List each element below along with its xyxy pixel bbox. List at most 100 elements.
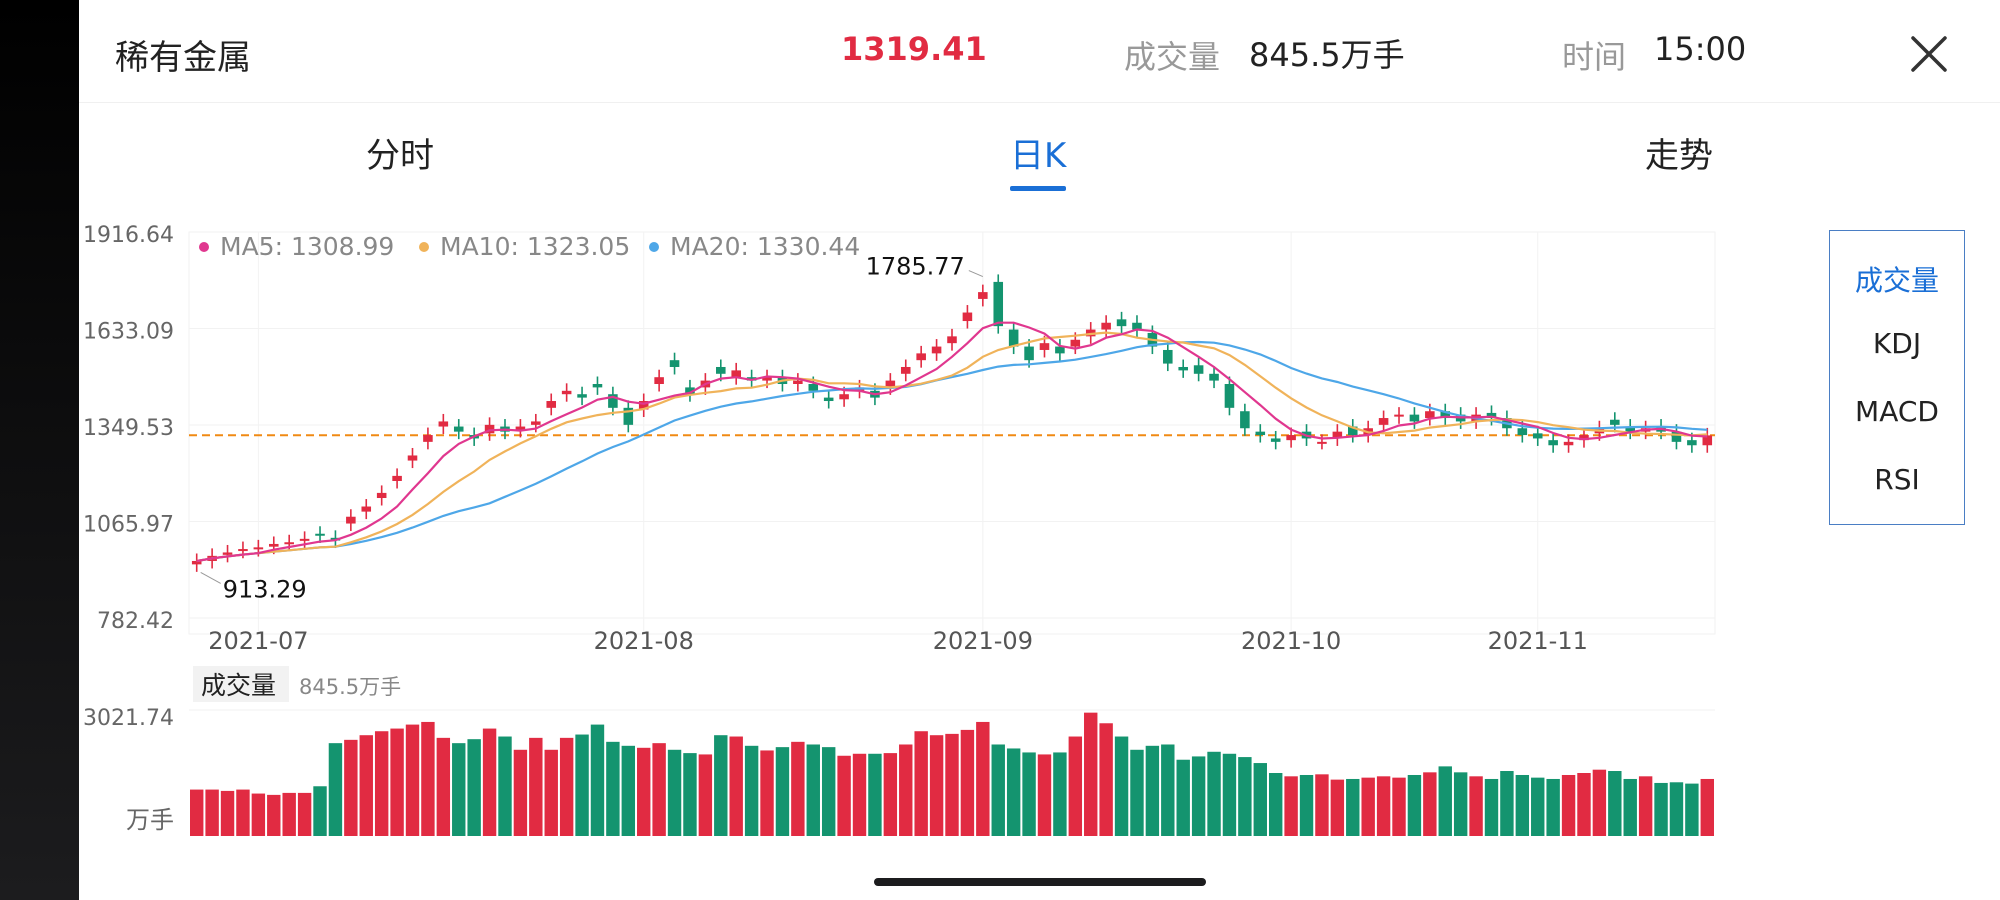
volume-bar: [976, 721, 990, 836]
candle-body: [916, 353, 926, 361]
candle-body: [638, 401, 649, 410]
indicator-kdj[interactable]: KDJ: [1872, 327, 1922, 360]
volume-bar: [1299, 774, 1314, 836]
tab-trend[interactable]: 走势: [1645, 136, 1713, 176]
candle-body: [1486, 412, 1497, 419]
volume-bar: [1407, 774, 1422, 836]
max-price-label: 1785.77: [866, 253, 965, 281]
candle-body: [268, 543, 279, 547]
close-icon[interactable]: [1905, 30, 1953, 78]
candle-body: [623, 407, 634, 425]
volume-bar: [205, 789, 219, 836]
volume-bar: [698, 754, 713, 836]
volume-bar: [190, 789, 204, 836]
candle-body: [1008, 329, 1019, 347]
volume-bar: [1315, 774, 1329, 836]
tab-daily-k[interactable]: 日K: [1010, 136, 1067, 176]
candle-body: [1702, 435, 1713, 446]
volume-bar: [544, 749, 558, 836]
candle-body: [484, 424, 495, 434]
chart-legend: MA5: 1308.99 MA10: 1323.05 MA20: 1330.44: [199, 232, 860, 261]
ma20-line: [196, 340, 1708, 563]
volume-bar: [883, 753, 898, 836]
candle-body: [1517, 428, 1528, 436]
volume-bar: [1145, 745, 1160, 836]
volume-bar: [297, 792, 312, 836]
volume-bar: [267, 794, 281, 836]
volume-bar: [1207, 751, 1221, 836]
chart-grid: 1916.64 1633.09 1349.53 1065.97 782.42 2021-0…: [83, 223, 1716, 655]
candle-body: [1024, 346, 1034, 361]
volume-bar: [791, 741, 805, 836]
volume-bar: [775, 747, 790, 836]
market-detail-page: 稀有金属 1319.41 成交量 845.5万手 时间 15:00 分时 日K …: [79, 0, 2000, 864]
instrument-title: 稀有金属: [115, 38, 251, 78]
quote-header: 稀有金属 1319.41 成交量 845.5万手 时间 15:00: [79, 0, 2000, 103]
volume-bar: [513, 749, 528, 836]
legend-dot-ma5: [199, 242, 209, 252]
volume-bar: [821, 747, 836, 836]
volume-bar: [282, 792, 296, 836]
min-price-label: 913.29: [223, 575, 307, 603]
candle-body: [885, 380, 896, 388]
volume-bar: [590, 724, 605, 836]
volume-bar: [760, 750, 774, 836]
volume-title: 成交量: [201, 671, 276, 700]
volume-bar: [1623, 778, 1637, 836]
volume-bar: [236, 789, 250, 836]
volume-title-value: 845.5万手: [299, 675, 401, 699]
candle-body: [1671, 431, 1682, 442]
candle-body: [1409, 414, 1420, 422]
candle-body: [1317, 441, 1327, 444]
candle-body: [978, 292, 988, 299]
volume-bar: [1176, 759, 1190, 836]
indicator-macd[interactable]: MACD: [1855, 395, 1939, 428]
indicator-volume[interactable]: 成交量: [1854, 264, 1939, 297]
legend-dot-ma20: [649, 242, 659, 252]
candle-body: [1332, 431, 1343, 439]
tab-timeshare[interactable]: 分时: [366, 136, 434, 176]
candle-body: [1039, 343, 1050, 350]
volume-bar: [852, 753, 867, 836]
legend-ma10: MA10: 1323.05: [440, 232, 630, 261]
volume-bar: [1700, 778, 1714, 836]
legend-dot-ma10: [419, 242, 429, 252]
volume-bar: [1053, 752, 1067, 836]
volume-bar: [652, 743, 666, 836]
candle-body: [376, 492, 387, 499]
volume-bar: [251, 793, 266, 836]
candle-body: [731, 370, 741, 378]
volume-bar: [868, 753, 882, 836]
volume-bar: [421, 721, 435, 836]
candle-body: [315, 533, 325, 536]
candle-body: [361, 506, 372, 512]
volume-bar: [436, 737, 451, 836]
volume-bar: [1577, 773, 1591, 836]
candle-body: [793, 380, 803, 385]
volume-title-bg: [193, 666, 289, 702]
candlestick-chart[interactable]: 1916.64 1633.09 1349.53 1065.97 782.42 2021-0…: [79, 220, 1729, 850]
volume-bar: [529, 737, 543, 836]
candle-body: [1394, 414, 1404, 417]
x-tick-label: 2021-10: [1241, 627, 1341, 655]
candle-body: [222, 552, 233, 555]
candle-body: [1116, 319, 1127, 327]
volume-bar: [667, 749, 682, 836]
volume-bar: [929, 735, 944, 836]
min-pointer: [200, 572, 221, 584]
candle-body: [1347, 426, 1358, 436]
candle-body: [238, 549, 248, 552]
x-tick-label: 2021-09: [933, 627, 1033, 655]
volume-bar: [1515, 774, 1530, 836]
volume-bar: [575, 734, 589, 836]
volume-bar: [837, 755, 851, 836]
time-label: 时间: [1562, 38, 1627, 76]
volume-bar: [1469, 776, 1483, 836]
indicator-rsi[interactable]: RSI: [1874, 463, 1920, 496]
candle-body: [931, 346, 942, 354]
x-tick-label: 2021-11: [1488, 627, 1588, 655]
x-tick-label: 2021-08: [594, 627, 694, 655]
candle-body: [669, 360, 680, 367]
volume-bar: [374, 731, 389, 836]
candle-body: [1548, 440, 1558, 446]
